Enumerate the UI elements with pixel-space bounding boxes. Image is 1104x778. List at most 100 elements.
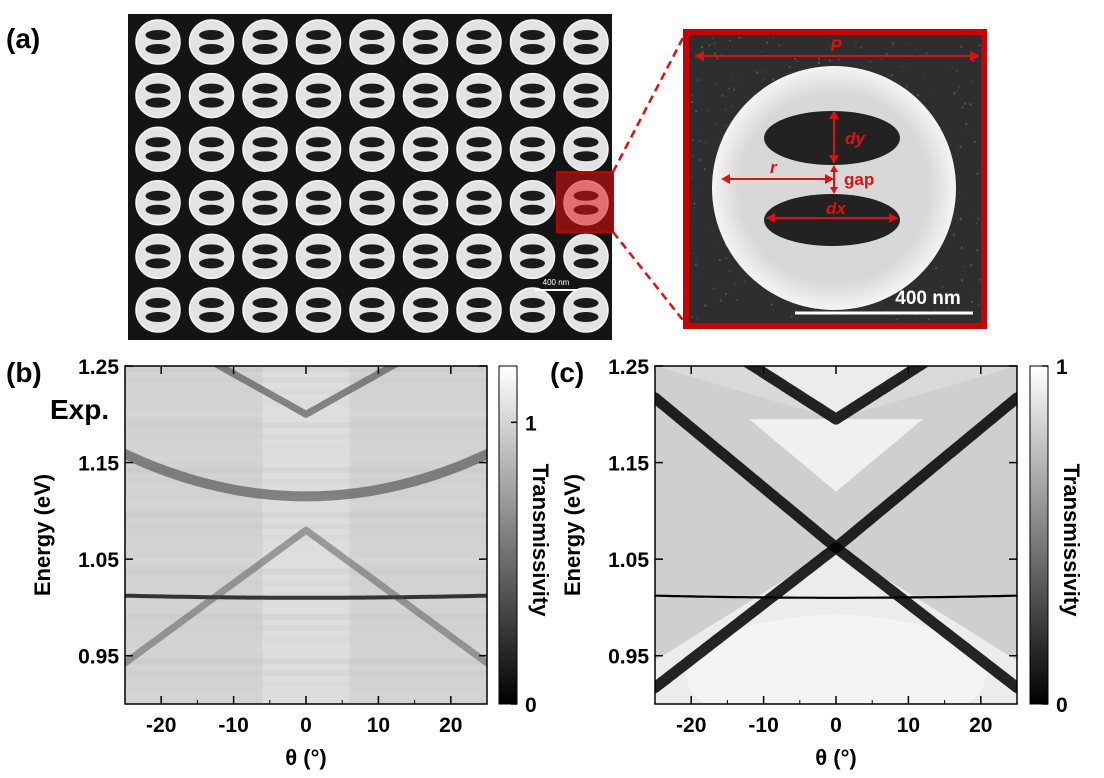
unit-cell xyxy=(242,233,288,280)
unit-cell xyxy=(563,72,609,119)
band-line xyxy=(655,594,1017,599)
band-line xyxy=(125,449,487,502)
unit-cell xyxy=(295,72,342,119)
panel-label-b: (b) xyxy=(6,357,42,388)
exp-annotation: Exp. xyxy=(50,394,109,425)
y-tick-label: 1.15 xyxy=(78,453,119,476)
zoom-bottom-hole xyxy=(764,194,900,246)
colorbar-c-label: Transmissivity xyxy=(1059,464,1084,618)
unit-cell xyxy=(135,72,181,119)
colorbar-c-ticks: 01 xyxy=(1042,356,1068,717)
unit-cell xyxy=(402,126,449,172)
y-tick-label: 0.95 xyxy=(78,646,119,669)
label-gap: gap xyxy=(844,170,874,189)
sem-array-image xyxy=(128,14,612,340)
unit-cell xyxy=(509,19,556,65)
unit-cell xyxy=(563,233,609,280)
unit-cell xyxy=(188,72,235,119)
band-line xyxy=(655,392,1017,554)
panel-label-a: (a) xyxy=(6,23,40,54)
zoom-line-bottom xyxy=(612,231,687,325)
y-tick-label: 0.95 xyxy=(608,646,649,669)
unit-cell xyxy=(242,126,288,172)
x-tick-label: 0 xyxy=(830,714,842,737)
unit-cell xyxy=(563,126,609,172)
xlabel-c: θ (°) xyxy=(815,745,856,770)
unit-cell xyxy=(242,72,288,119)
unit-cell xyxy=(349,180,395,226)
y-tick-label: 1.25 xyxy=(78,356,119,379)
unit-cell xyxy=(188,180,235,226)
ylabel-b: Energy (eV) xyxy=(30,474,55,596)
zoom-top-hole xyxy=(764,111,900,165)
unit-cell xyxy=(295,180,342,226)
colorbar-b-ticks: 01 xyxy=(511,412,537,717)
label-r: r xyxy=(770,158,778,177)
unit-cell xyxy=(349,19,395,65)
unit-cell xyxy=(242,287,288,333)
unit-cell xyxy=(349,126,395,172)
ylabel-c: Energy (eV) xyxy=(560,474,585,596)
unit-cell xyxy=(456,72,502,119)
colorbar-tick-label: 0 xyxy=(525,694,537,717)
unit-cell xyxy=(509,180,556,226)
x-tick-label: 20 xyxy=(969,714,992,737)
axes-b: -20 -10 0 10 20 0.95 1.05 1.15 1.25 xyxy=(78,356,487,737)
unit-cell xyxy=(509,72,556,119)
sem-scale-text: 400 nm xyxy=(543,278,570,287)
y-tick-label: 1.05 xyxy=(78,549,119,572)
unit-cell xyxy=(135,233,181,280)
unit-cell xyxy=(402,180,449,226)
unit-cell xyxy=(188,287,235,333)
unit-cell xyxy=(242,180,288,226)
unit-cell xyxy=(563,287,609,333)
unit-cell xyxy=(295,233,342,280)
unit-cell xyxy=(402,233,449,280)
label-P: P xyxy=(830,36,842,55)
zoom-scale-text: 400 nm xyxy=(895,288,960,309)
highlighted-unit-cell xyxy=(556,171,614,233)
heatmap-b xyxy=(125,366,487,704)
unit-cell xyxy=(509,126,556,172)
label-dx: dx xyxy=(826,199,847,218)
unit-cell xyxy=(242,19,288,65)
band-line xyxy=(125,526,487,667)
unit-cell xyxy=(509,233,556,280)
unit-cell xyxy=(456,180,502,226)
y-tick-label: 1.05 xyxy=(608,549,649,572)
unit-cell xyxy=(509,287,556,333)
unit-cell xyxy=(456,233,502,280)
period-arrow xyxy=(694,51,980,61)
colorbar-tick-label: 1 xyxy=(525,412,537,435)
band-line xyxy=(742,366,930,425)
unit-cell xyxy=(135,126,181,172)
label-dy: dy xyxy=(845,129,866,148)
colorbar-tick-label: 1 xyxy=(1056,356,1068,379)
x-tick-label: 0 xyxy=(300,714,312,737)
x-tick-label: -10 xyxy=(218,714,248,737)
unit-cell xyxy=(188,126,235,172)
unit-cell xyxy=(402,19,449,65)
band-line xyxy=(212,366,400,418)
r-arrow xyxy=(721,174,834,184)
x-tick-label: 20 xyxy=(439,714,462,737)
colorbar-tick-label: 0 xyxy=(1056,694,1068,717)
unit-cell xyxy=(349,287,395,333)
zoom-line-top xyxy=(611,31,688,173)
colorbar-b xyxy=(498,365,518,705)
unit-cell xyxy=(349,233,395,280)
panel-label-c: (c) xyxy=(550,357,584,388)
colorbar-b-label: Transmissivity xyxy=(528,464,553,618)
unit-cell xyxy=(135,19,181,65)
unit-cell xyxy=(402,287,449,333)
y-tick-label: 1.25 xyxy=(608,356,649,379)
dx-arrow xyxy=(766,213,898,223)
unit-cell xyxy=(456,126,502,172)
x-tick-label: 10 xyxy=(897,714,920,737)
unit-cell xyxy=(456,287,502,333)
unit-cell xyxy=(295,287,342,333)
axes-c: -20 -10 0 10 20 0.95 1.05 1.15 1.25 xyxy=(608,356,1017,737)
unit-cell xyxy=(402,72,449,119)
unit-cell xyxy=(563,19,609,65)
